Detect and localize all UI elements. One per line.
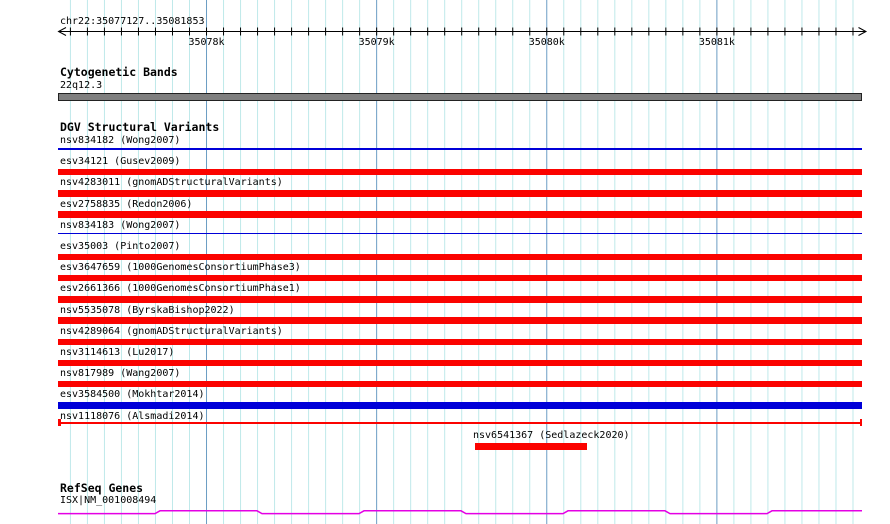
axis-tick-label: 35081k: [698, 37, 735, 48]
variant-label[interactable]: nsv6541367 (Sedlazeck2020): [473, 430, 630, 441]
variant-label[interactable]: nsv834182 (Wong2007): [60, 135, 181, 146]
variant-bar[interactable]: [58, 253, 862, 261]
variant-bar[interactable]: [58, 338, 862, 345]
variant-bar[interactable]: [58, 211, 862, 218]
variant-label[interactable]: esv3647659 (1000GenomesConsortiumPhase3): [60, 262, 301, 274]
variant-bar[interactable]: [58, 274, 862, 282]
variant-bar[interactable]: [58, 422, 862, 424]
variant-label[interactable]: nsv1118076 (Alsmadi2014): [60, 410, 205, 422]
variant-bar[interactable]: [58, 168, 862, 176]
variant-label[interactable]: esv3584500 (Mokhtar2014): [60, 389, 205, 401]
variant-bar[interactable]: [475, 443, 587, 450]
variant-bar[interactable]: [58, 402, 862, 410]
axis-tick-label: 35078k: [188, 37, 225, 48]
cytoband-name: 22q12.3: [60, 80, 103, 91]
ruler-axis: [57, 27, 868, 36]
region-title: chr22:35077127..35081853: [60, 16, 205, 27]
section-heading-dgv: DGV Structural Variants: [60, 120, 220, 134]
section-heading-refseq: RefSeq Genes: [60, 481, 144, 495]
variant-bar[interactable]: [58, 190, 862, 197]
variant-bar[interactable]: [58, 317, 862, 324]
variant-bar[interactable]: [58, 359, 862, 367]
variant-label[interactable]: nsv4289064 (gnomADStructuralVariants): [60, 325, 283, 337]
axis-tick-label: 35080k: [528, 37, 565, 48]
variant-bar[interactable]: [859, 418, 862, 426]
variant-label[interactable]: nsv5535078 (ByrskaBishop2022): [60, 304, 235, 316]
variant-label[interactable]: nsv3114613 (Lu2017): [60, 347, 175, 358]
variant-bar[interactable]: [58, 296, 862, 303]
variant-label[interactable]: esv2661366 (1000GenomesConsortiumPhase1): [60, 283, 301, 295]
gene-label[interactable]: ISX|NM_001008494: [60, 495, 157, 506]
section-heading-cytobands: Cytogenetic Bands: [60, 65, 178, 79]
axis-tick-label: 35079k: [358, 37, 395, 48]
variant-bar[interactable]: [58, 380, 862, 388]
variant-bar[interactable]: [58, 232, 862, 235]
variant-bar[interactable]: [58, 418, 61, 426]
variant-label[interactable]: nsv817989 (Wang2007): [60, 368, 181, 380]
variant-label[interactable]: esv35003 (Pinto2007): [60, 241, 181, 252]
cytoband-bar: [58, 93, 862, 101]
variant-label[interactable]: nsv4283011 (gnomADStructuralVariants): [60, 177, 283, 189]
variant-bar[interactable]: [58, 147, 862, 150]
variant-label[interactable]: esv34121 (Gusev2009): [60, 156, 181, 168]
variant-label[interactable]: nsv834183 (Wong2007): [60, 219, 181, 231]
variant-label[interactable]: esv2758835 (Redon2006): [60, 198, 193, 210]
